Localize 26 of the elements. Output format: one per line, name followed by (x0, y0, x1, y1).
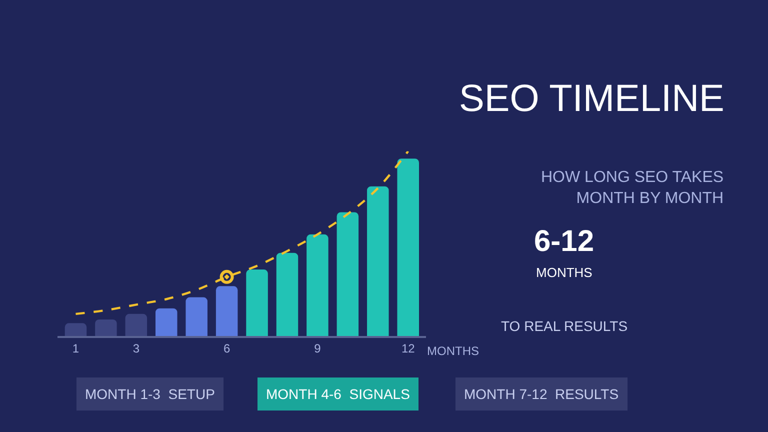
bar (397, 158, 419, 336)
x-tick-label: 3 (132, 341, 140, 356)
x-tick-label: 9 (314, 341, 322, 356)
text: TO REAL RESULTS (501, 318, 628, 334)
x-axis-title: MONTHS (427, 344, 479, 358)
bar (156, 308, 178, 336)
text: HOW LONG SEO TAKES MONTH BY MONTH (541, 169, 724, 207)
bar (64, 323, 87, 336)
text: MONTH 1-3 SETUP (85, 386, 215, 402)
bar (186, 297, 208, 336)
text: SEO TIMELINE (459, 78, 724, 120)
bar (306, 234, 328, 336)
bar (95, 319, 117, 336)
x-tick-label: 1 (72, 341, 80, 356)
text: MONTH 4-6 SIGNALS (266, 386, 410, 402)
bar (216, 286, 238, 336)
bar (125, 314, 148, 336)
text: MONTH 7-12 RESULTS (464, 386, 619, 402)
bar (336, 212, 359, 336)
text: 6-12 (534, 225, 594, 258)
bar (367, 186, 389, 336)
bar (246, 270, 268, 336)
bar (276, 252, 298, 336)
x-tick-label: 6 (223, 341, 230, 356)
x-tick-label: 12 (401, 341, 416, 356)
text: MONTHS (536, 265, 593, 280)
